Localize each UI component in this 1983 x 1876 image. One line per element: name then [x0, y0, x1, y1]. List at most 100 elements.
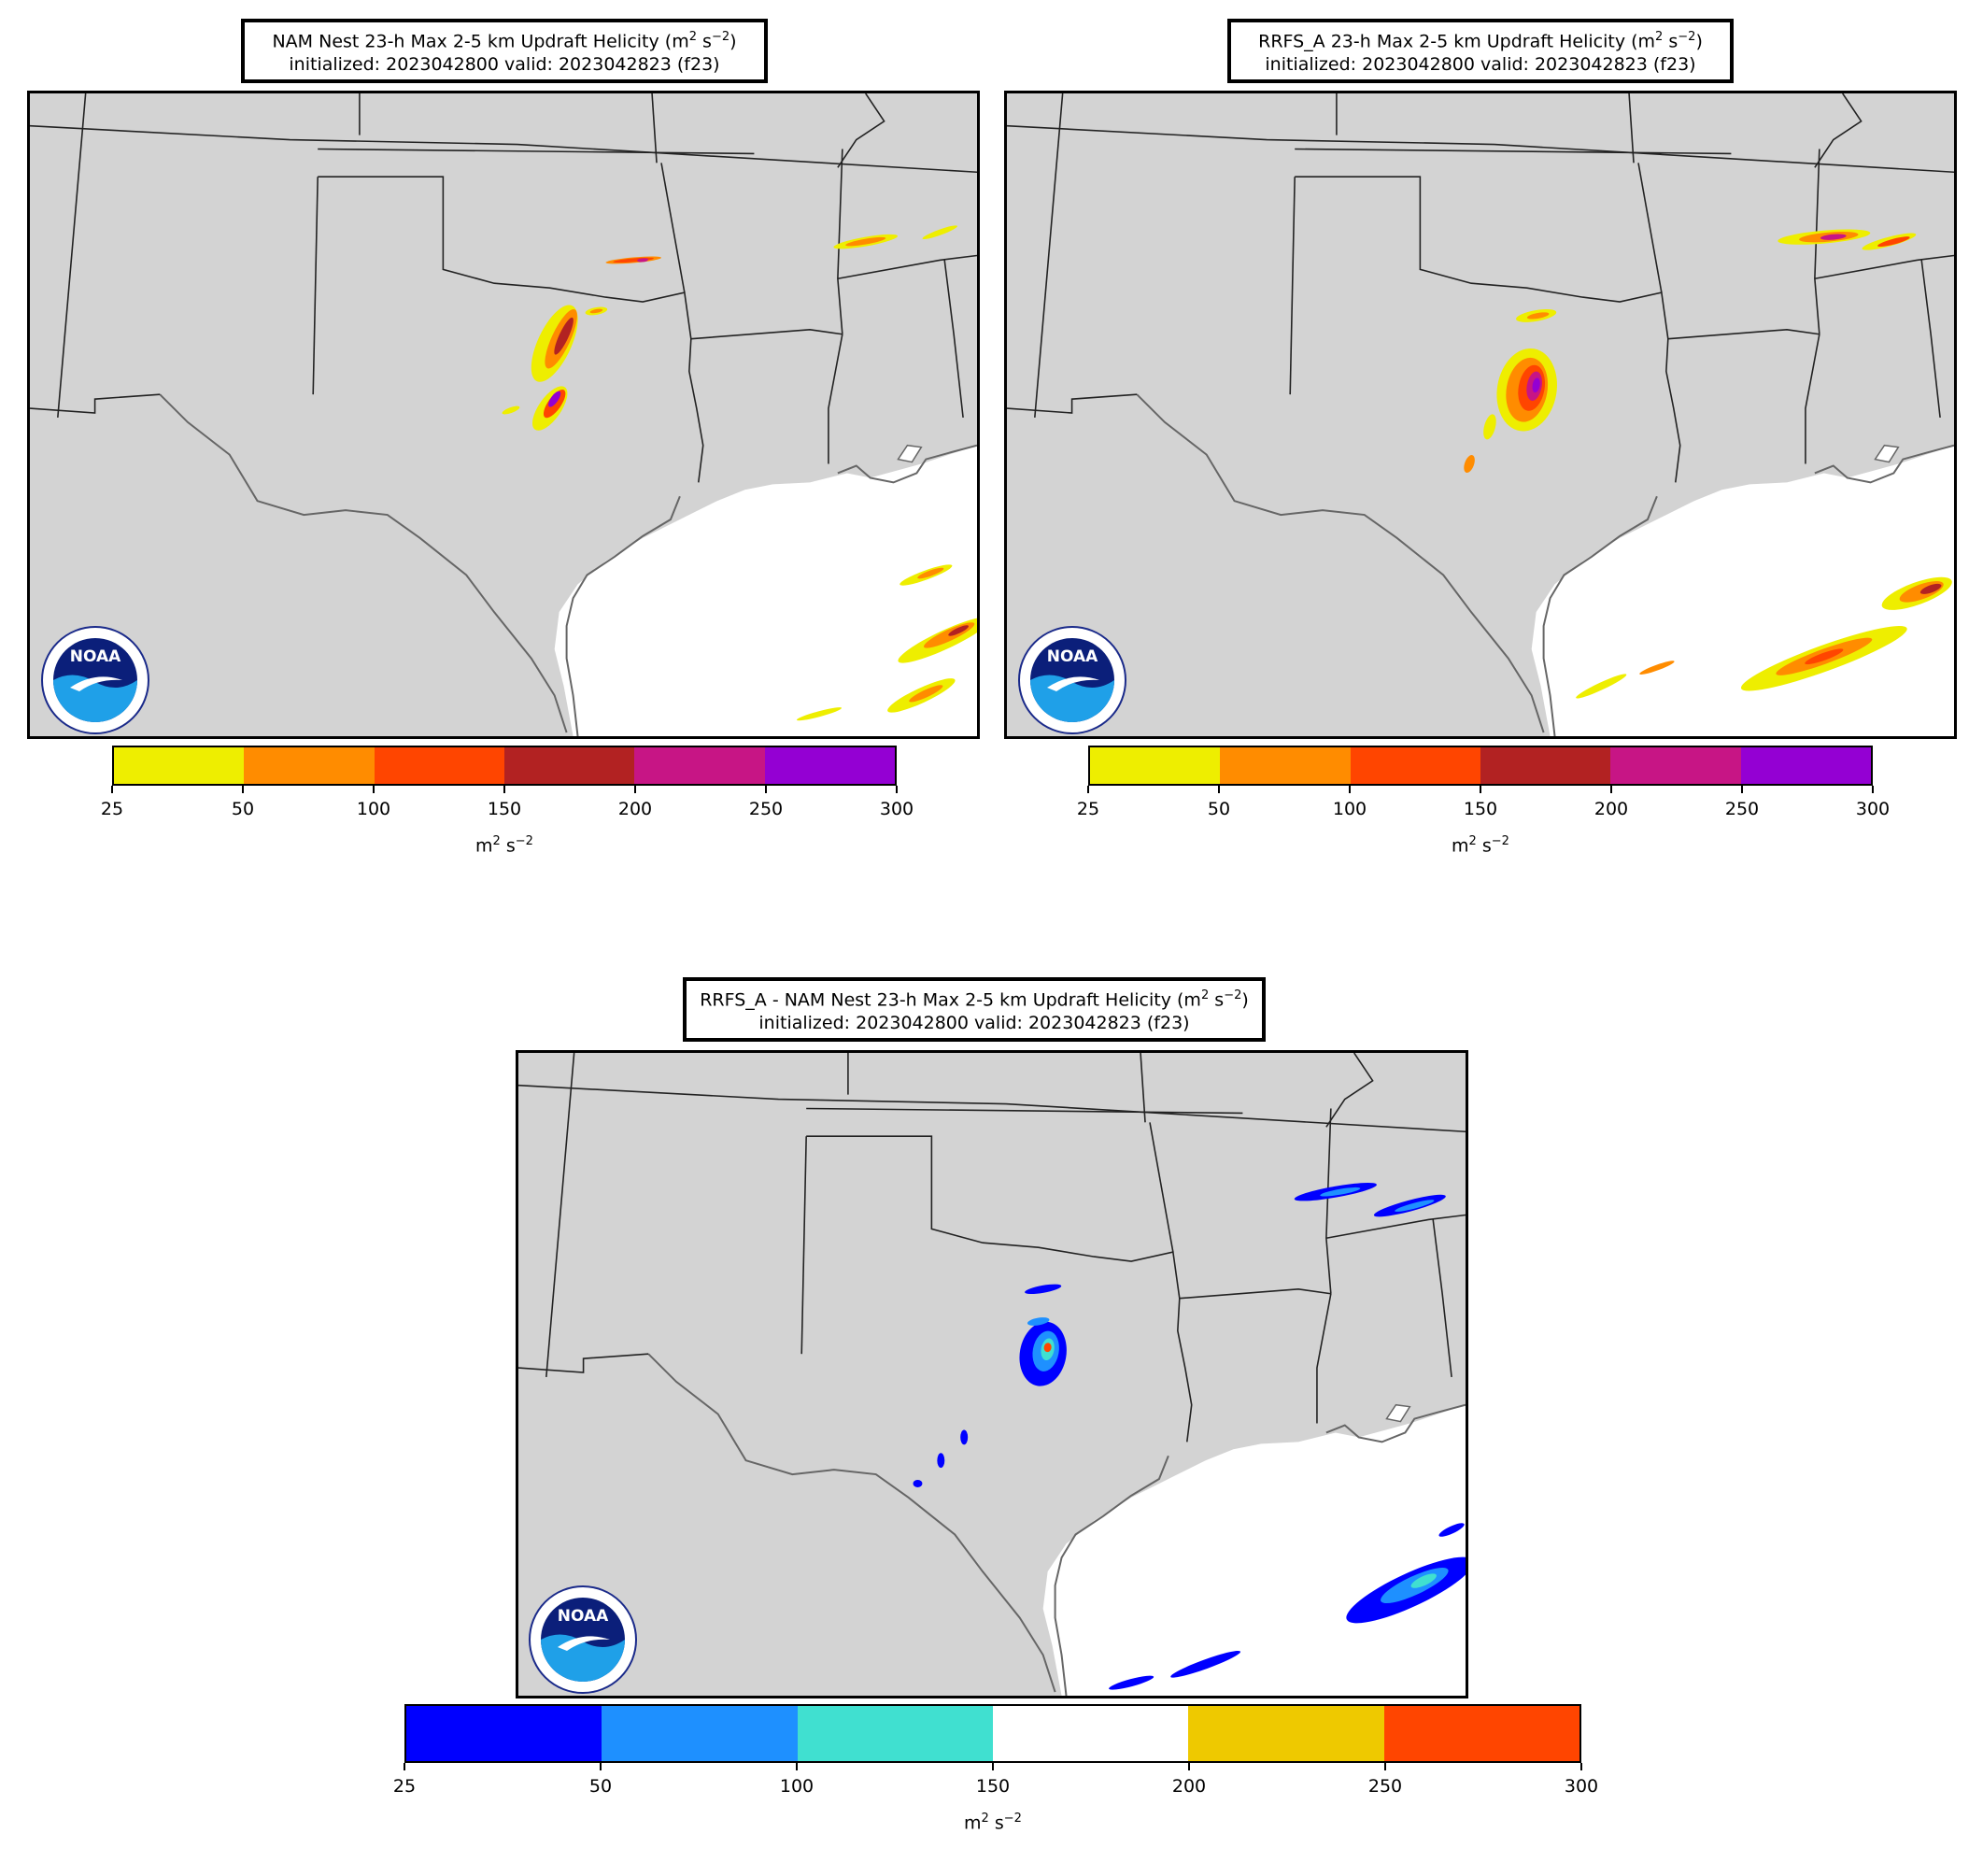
colorbar-tick-mark [1188, 1763, 1190, 1770]
colorbar-tick-mark [600, 1763, 602, 1770]
helicity-swath [796, 707, 843, 721]
noaa-seal-icon: NOAA [1018, 626, 1126, 734]
svg-text:NOAA: NOAA [558, 1607, 609, 1626]
colorbar-segment [1383, 1706, 1579, 1761]
helicity-swath [1483, 414, 1496, 440]
helicity-swath [1025, 1284, 1062, 1295]
colorbar-tick-mark [992, 1763, 994, 1770]
noaa-logo: NOAA [520, 1584, 646, 1696]
helicity-swath [1464, 455, 1475, 474]
colorbar [1088, 746, 1873, 786]
map-rrfs-a [1004, 91, 1957, 739]
noaa-seal-icon: NOAA [529, 1585, 637, 1694]
colorbar-unit-label: m2 s−2 [475, 834, 533, 857]
colorbar-tick-mark [404, 1763, 405, 1770]
colorbar-unit-label: m2 s−2 [1452, 834, 1509, 857]
helicity-swath [845, 236, 886, 247]
panel-title: RRFS_A 23-h Max 2-5 km Updraft Helicity … [1227, 19, 1734, 83]
colorbar-tick-label: 150 [1463, 799, 1498, 819]
colorbar-tick-mark [1349, 786, 1351, 793]
colorbar-tick-mark [1580, 1763, 1582, 1770]
helicity-swath [909, 685, 943, 703]
colorbar-tick-label: 300 [1564, 1776, 1599, 1797]
helicity-swath [1043, 1343, 1052, 1353]
colorbar-tick-label: 300 [1855, 799, 1891, 819]
colorbar-segment [992, 1706, 1189, 1761]
colorbar-tick-mark [242, 786, 244, 793]
helicity-swath [554, 317, 574, 355]
map-canvas [1007, 93, 1954, 736]
helicity-swath [1109, 1675, 1154, 1690]
helicity-swath [589, 308, 603, 314]
noaa-seal-icon: NOAA [41, 626, 149, 734]
colorbar-tick-label: 250 [748, 799, 784, 819]
colorbar-unit-label: m2 s−2 [964, 1812, 1022, 1834]
colorbar-tick-label: 300 [879, 799, 914, 819]
colorbar-tick-label: 100 [356, 799, 391, 819]
colorbar-segment [797, 1706, 993, 1761]
colorbar-tick-label: 250 [1367, 1776, 1403, 1797]
helicity-swath [922, 225, 957, 240]
colorbar-tick-mark [1480, 786, 1481, 793]
colorbar-tick-mark [1610, 786, 1612, 793]
helicity-swath [502, 405, 520, 415]
colorbar-tick-label: 25 [1076, 799, 1100, 819]
colorbar-segment [503, 747, 635, 784]
map-canvas [30, 93, 977, 736]
helicity-swath [1576, 674, 1627, 699]
map-nam-nest [27, 91, 980, 739]
colorbar-tick-mark [1384, 1763, 1386, 1770]
helicity-swath [937, 1453, 945, 1469]
colorbar-tick-mark [111, 786, 113, 793]
helicity-swath [960, 1429, 969, 1445]
map-difference [516, 1050, 1468, 1698]
colorbar-tick-label: 100 [1332, 799, 1367, 819]
colorbar-segment [374, 747, 504, 784]
colorbar-segment [764, 747, 895, 784]
helicity-swath [1805, 648, 1844, 665]
colorbar-tick-mark [796, 1763, 798, 1770]
colorbar-tick-label: 150 [975, 1776, 1011, 1797]
colorbar-tick-label: 25 [100, 799, 124, 819]
helicity-swath [1170, 1650, 1241, 1678]
helicity-swath [1526, 312, 1550, 320]
colorbar-tick-label: 25 [392, 1776, 417, 1797]
colorbar-segment [1188, 1706, 1384, 1761]
noaa-logo: NOAA [1010, 624, 1136, 736]
helicity-swath [913, 1480, 923, 1487]
colorbar [404, 1704, 1581, 1763]
colorbar-tick-mark [1741, 786, 1743, 793]
colorbar-segment [1740, 747, 1871, 784]
panel-title: RRFS_A - NAM Nest 23-h Max 2-5 km Updraf… [683, 977, 1266, 1042]
map-canvas [518, 1053, 1466, 1696]
colorbar-tick-label: 50 [588, 1776, 613, 1797]
colorbar-segment [1090, 747, 1221, 784]
colorbar-tick-mark [1218, 786, 1220, 793]
helicity-swath [1532, 377, 1540, 393]
colorbar-segment [1610, 747, 1741, 784]
helicity-swath [1027, 1317, 1050, 1326]
helicity-swath [1919, 583, 1942, 594]
colorbar-tick-mark [765, 786, 767, 793]
svg-text:NOAA: NOAA [70, 647, 121, 666]
colorbar-segment [114, 747, 245, 784]
colorbar-segment [244, 747, 375, 784]
helicity-swath [637, 258, 649, 263]
colorbar-tick-label: 150 [487, 799, 522, 819]
svg-text:NOAA: NOAA [1047, 647, 1098, 666]
colorbar-segment [602, 1706, 798, 1761]
colorbar-tick-label: 50 [1207, 799, 1231, 819]
colorbar-segment [1220, 747, 1351, 784]
colorbar-tick-mark [503, 786, 505, 793]
panel-title: NAM Nest 23-h Max 2-5 km Updraft Helicit… [241, 19, 768, 83]
colorbar-tick-label: 200 [1171, 1776, 1207, 1797]
colorbar-segment [406, 1706, 602, 1761]
colorbar-tick-mark [634, 786, 636, 793]
colorbar-tick-mark [896, 786, 898, 793]
colorbar-tick-label: 200 [1593, 799, 1629, 819]
colorbar-tick-label: 100 [779, 1776, 814, 1797]
colorbar-tick-label: 250 [1724, 799, 1760, 819]
helicity-swath [1438, 1523, 1465, 1537]
noaa-logo: NOAA [33, 624, 159, 736]
helicity-swath [1320, 1187, 1361, 1197]
